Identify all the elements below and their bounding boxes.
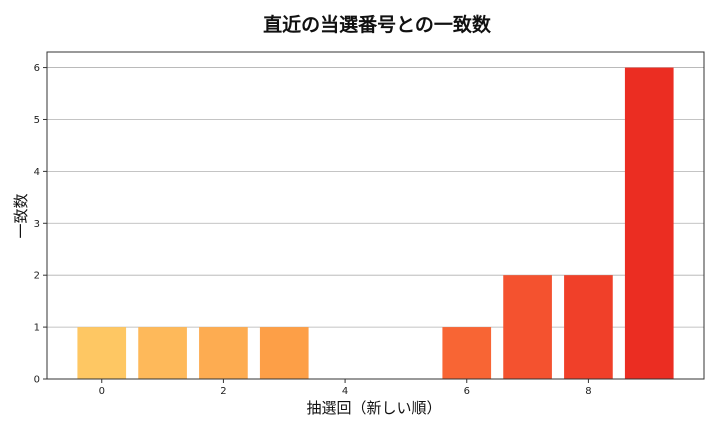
y-tick-label: 1 xyxy=(34,323,40,334)
bar xyxy=(199,327,248,379)
x-tick-label: 6 xyxy=(464,386,470,397)
x-tick-label: 2 xyxy=(220,386,226,397)
x-axis-label: 抽選回（新しい順） xyxy=(306,399,441,417)
y-axis-label: 一致数 xyxy=(12,193,30,238)
y-tick-label: 6 xyxy=(34,63,40,74)
bar-layer xyxy=(77,67,674,380)
bar xyxy=(564,275,613,379)
x-tick-label: 8 xyxy=(585,386,591,397)
y-tick-label: 4 xyxy=(34,167,40,178)
y-tick-label: 0 xyxy=(34,375,40,386)
bar xyxy=(624,67,674,380)
tick-layer: 0 1 2 3 4 5 6 0 2 4 6 8 xyxy=(34,63,592,397)
y-tick-label: 5 xyxy=(34,115,40,126)
x-tick-label: 0 xyxy=(99,386,105,397)
bar xyxy=(138,327,187,379)
plot-frame xyxy=(46,51,705,380)
bar xyxy=(503,275,552,379)
bar xyxy=(442,327,492,379)
bar xyxy=(77,327,127,379)
x-tick-label: 4 xyxy=(342,386,348,397)
y-tick-label: 3 xyxy=(34,219,40,230)
bar xyxy=(259,327,309,379)
chart-title: 直近の当選番号との一致数 xyxy=(263,13,492,36)
y-tick-label: 2 xyxy=(34,271,40,282)
